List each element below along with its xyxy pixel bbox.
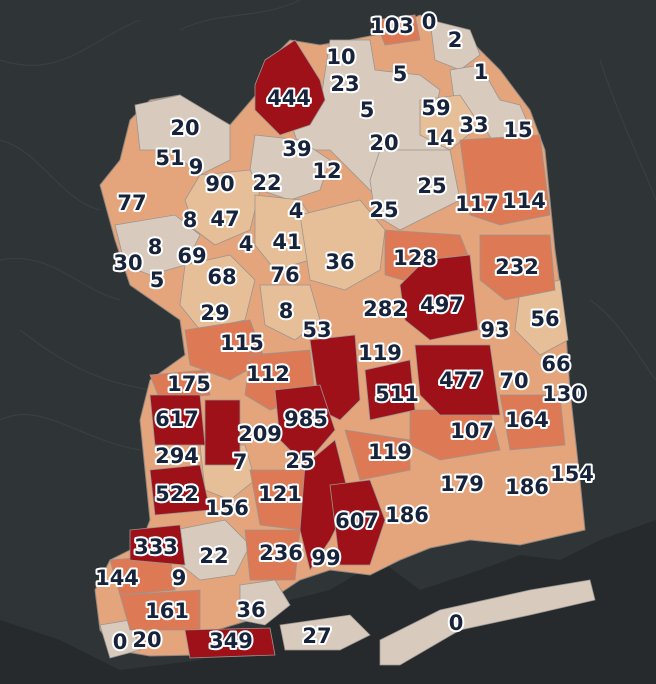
region-label: 497 bbox=[420, 293, 464, 317]
region-label: 186 bbox=[505, 475, 549, 499]
region-label: 282 bbox=[363, 297, 407, 321]
region-label: 114 bbox=[502, 189, 546, 213]
region-label: 30 bbox=[113, 251, 142, 275]
region-label: 119 bbox=[358, 341, 402, 365]
region-label: 164 bbox=[505, 408, 549, 432]
region-label: 70 bbox=[499, 369, 528, 393]
region-label: 144 bbox=[95, 566, 139, 590]
region-label: 175 bbox=[167, 372, 211, 396]
region-label: 23 bbox=[330, 72, 359, 96]
region-label: 5 bbox=[393, 62, 408, 86]
region-label: 14 bbox=[425, 126, 454, 150]
region-label: 29 bbox=[200, 301, 229, 325]
background-roads bbox=[0, 0, 656, 451]
region-label: 4 bbox=[289, 199, 304, 223]
region-label: 186 bbox=[385, 503, 429, 527]
region-label: 27 bbox=[302, 624, 331, 648]
region-label: 25 bbox=[285, 449, 314, 473]
zones-light bbox=[179, 94, 569, 501]
region-label: 154 bbox=[550, 462, 594, 486]
region-label: 128 bbox=[393, 246, 437, 270]
region-label: 7 bbox=[233, 450, 248, 474]
region-label: 107 bbox=[450, 419, 494, 443]
region-label: 5 bbox=[360, 98, 375, 122]
region-label: 130 bbox=[542, 382, 586, 406]
region-label: 333 bbox=[134, 535, 178, 559]
zones-lightest bbox=[99, 19, 596, 666]
region-label: 53 bbox=[302, 318, 331, 342]
region-label: 236 bbox=[259, 541, 303, 565]
region-label: 4 bbox=[239, 232, 254, 256]
region-label: 68 bbox=[207, 265, 236, 289]
region-label: 156 bbox=[205, 496, 249, 520]
region-label: 103 bbox=[370, 14, 414, 38]
region-label: 93 bbox=[480, 318, 509, 342]
region-label: 36 bbox=[236, 598, 265, 622]
region-label: 522 bbox=[155, 482, 199, 506]
region-label: 20 bbox=[170, 116, 199, 140]
region-label: 36 bbox=[325, 250, 354, 274]
zones-dark bbox=[129, 39, 501, 659]
region-label: 12 bbox=[312, 159, 341, 183]
region-label: 25 bbox=[417, 174, 446, 198]
zones-medium bbox=[109, 14, 566, 631]
region-label: 444 bbox=[267, 86, 311, 110]
region-label: 66 bbox=[541, 352, 570, 376]
region-label: 8 bbox=[148, 235, 163, 259]
region-label: 112 bbox=[246, 362, 290, 386]
region-label: 2 bbox=[448, 28, 463, 52]
region-label: 5 bbox=[150, 268, 165, 292]
region-label: 51 bbox=[155, 146, 184, 170]
region-label: 1 bbox=[474, 60, 489, 84]
region-label: 294 bbox=[155, 444, 199, 468]
region-label: 8 bbox=[183, 208, 198, 232]
region-label: 90 bbox=[205, 172, 234, 196]
region-label: 607 bbox=[335, 509, 379, 533]
region-label: 985 bbox=[284, 407, 328, 431]
region-label: 20 bbox=[369, 131, 398, 155]
region-label: 477 bbox=[439, 368, 483, 392]
region-label: 115 bbox=[220, 331, 264, 355]
region-label: 0 bbox=[449, 611, 464, 635]
region-label: 117 bbox=[455, 192, 499, 216]
region-label: 617 bbox=[155, 407, 199, 431]
region-label: 99 bbox=[311, 546, 340, 570]
region-label: 76 bbox=[270, 263, 299, 287]
region-label: 232 bbox=[495, 255, 539, 279]
region-label: 209 bbox=[238, 422, 282, 446]
region-label: 56 bbox=[530, 307, 559, 331]
region-label: 161 bbox=[145, 599, 189, 623]
region-label: 349 bbox=[209, 629, 253, 653]
region-label: 9 bbox=[189, 155, 204, 179]
region-label: 0 bbox=[422, 10, 437, 34]
region-label: 22 bbox=[199, 544, 228, 568]
region-label: 8 bbox=[279, 299, 294, 323]
region-label: 69 bbox=[177, 244, 206, 268]
region-label: 179 bbox=[440, 472, 484, 496]
region-label: 10 bbox=[326, 45, 355, 69]
region-label: 25 bbox=[369, 198, 398, 222]
region-label: 47 bbox=[210, 207, 239, 231]
region-label: 0 bbox=[113, 630, 128, 654]
region-label: 9 bbox=[172, 566, 187, 590]
region-label: 22 bbox=[252, 171, 281, 195]
region-label: 119 bbox=[368, 440, 412, 464]
region-label: 41 bbox=[272, 230, 301, 254]
region-label: 77 bbox=[117, 191, 146, 215]
region-label: 33 bbox=[459, 113, 488, 137]
region-label: 511 bbox=[375, 382, 419, 406]
region-label: 121 bbox=[258, 482, 302, 506]
region-label: 59 bbox=[421, 96, 450, 120]
region-label: 39 bbox=[282, 137, 311, 161]
region-label: 20 bbox=[132, 628, 161, 652]
region-label: 15 bbox=[503, 118, 532, 142]
